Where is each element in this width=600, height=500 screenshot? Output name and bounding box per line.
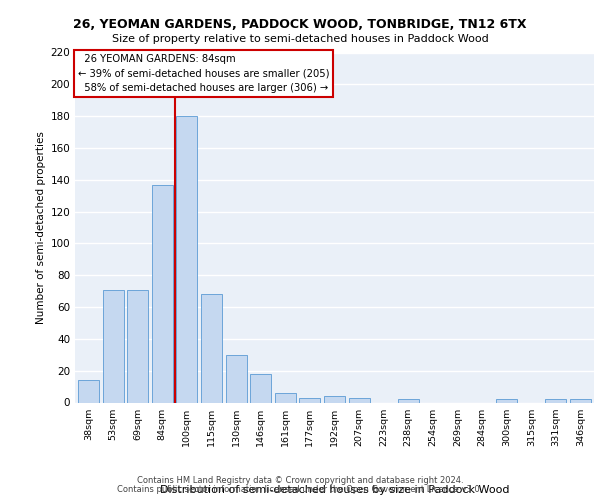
Bar: [250, 374, 271, 402]
Bar: [324, 396, 345, 402]
Text: Contains public sector information licensed under the Open Government Licence v3: Contains public sector information licen…: [118, 485, 482, 494]
Bar: [176, 116, 197, 403]
Bar: [545, 400, 566, 402]
Bar: [275, 393, 296, 402]
Bar: [152, 184, 173, 402]
Text: Contains HM Land Registry data © Crown copyright and database right 2024.: Contains HM Land Registry data © Crown c…: [137, 476, 463, 485]
Bar: [127, 290, 148, 403]
Bar: [349, 398, 370, 402]
Bar: [201, 294, 222, 403]
Y-axis label: Number of semi-detached properties: Number of semi-detached properties: [36, 131, 46, 324]
Bar: [496, 400, 517, 402]
Text: Size of property relative to semi-detached houses in Paddock Wood: Size of property relative to semi-detach…: [112, 34, 488, 44]
Bar: [398, 400, 419, 402]
Bar: [103, 290, 124, 403]
Bar: [226, 355, 247, 403]
Bar: [299, 398, 320, 402]
X-axis label: Distribution of semi-detached houses by size in Paddock Wood: Distribution of semi-detached houses by …: [160, 485, 509, 495]
Bar: [570, 400, 591, 402]
Text: 26, YEOMAN GARDENS, PADDOCK WOOD, TONBRIDGE, TN12 6TX: 26, YEOMAN GARDENS, PADDOCK WOOD, TONBRI…: [73, 18, 527, 30]
Bar: [78, 380, 99, 402]
Text: 26 YEOMAN GARDENS: 84sqm
← 39% of semi-detached houses are smaller (205)
  58% o: 26 YEOMAN GARDENS: 84sqm ← 39% of semi-d…: [77, 54, 329, 93]
